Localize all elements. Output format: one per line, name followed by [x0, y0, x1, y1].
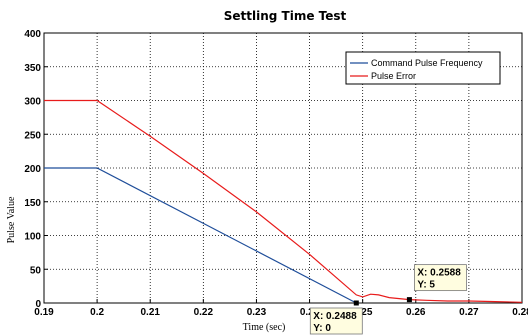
y-tick-label: 150	[24, 198, 41, 209]
y-tick-label: 400	[24, 29, 41, 40]
x-tick-label: 0.2	[90, 307, 104, 318]
datatip-box	[414, 264, 467, 292]
x-tick-label: 0.19	[34, 307, 54, 318]
y-axis-label: Pulse Value	[6, 196, 17, 243]
y-tick-label: 100	[24, 232, 41, 243]
datatip-x-label: X: 0.2588	[417, 268, 461, 279]
y-tick-label: 200	[24, 164, 41, 175]
y-tick-label: 0	[35, 299, 41, 310]
x-tick-label: 0.25	[353, 307, 373, 318]
datatip-box	[309, 307, 363, 335]
series-line-pulse-error	[44, 99, 523, 303]
datatip-y-label: Y: 5	[417, 280, 435, 291]
series-layer	[44, 99, 523, 304]
x-tick-label: 0.27	[459, 307, 479, 318]
grid-lines	[44, 33, 522, 303]
legend-entry: Command Pulse Frequency	[371, 58, 483, 68]
legend: Command Pulse Frequency Pulse Error	[345, 51, 501, 85]
datatip-marker	[406, 297, 412, 303]
y-tick-label: 50	[30, 265, 42, 276]
x-tick-label: 0.24	[300, 307, 320, 318]
x-tick-label: 0.28	[512, 307, 528, 318]
chart-title: Settling Time Test	[224, 9, 347, 23]
legend-entry: Pulse Error	[371, 71, 416, 81]
y-tick-label: 300	[24, 97, 41, 108]
datatip-y-label: Y: 0	[313, 323, 331, 334]
x-tick-label: 0.21	[140, 307, 160, 318]
x-tick-label: 0.23	[247, 307, 267, 318]
datatip-marker	[353, 300, 359, 306]
axis-ticks: 0.19 0.2 0.21 0.22 0.23 0.24 0.25 0.26 0.27 0.28 0…	[24, 29, 528, 318]
x-tick-label: 0.26	[406, 307, 426, 318]
y-tick-label: 250	[24, 130, 41, 141]
series-line-command-pulse-frequency	[44, 167, 357, 304]
legend-box	[345, 51, 501, 85]
x-tick-label: 0.22	[194, 307, 214, 318]
x-axis-label: Time (sec)	[243, 322, 286, 333]
datatip-x-label: X: 0.2488	[313, 311, 357, 322]
y-tick-label: 350	[24, 63, 41, 74]
